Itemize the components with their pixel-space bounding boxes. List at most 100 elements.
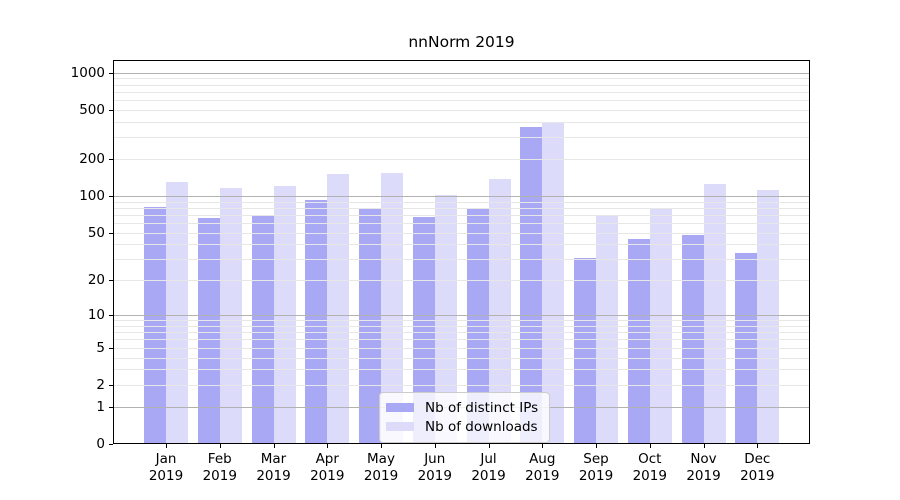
y-tick-label-50: 50 <box>87 224 105 241</box>
x-label-year: 2019 <box>578 467 614 484</box>
minor-gridline-40 <box>113 244 810 246</box>
x-label-year: 2019 <box>525 467 560 484</box>
bar-distinct-ips-mar <box>251 214 274 444</box>
minor-gridline-5 <box>113 347 810 349</box>
x-label-month: Apr <box>315 451 339 467</box>
y-tick-100 <box>109 195 113 197</box>
major-gridline-100 <box>113 195 810 197</box>
minor-gridline-90 <box>113 201 810 203</box>
y-tick-label-500: 500 <box>79 101 105 118</box>
x-label-month: Sep <box>583 451 609 467</box>
x-tick-label-mar: Mar 2019 <box>244 451 304 484</box>
y-tick-500 <box>109 109 113 111</box>
minor-gridline-80 <box>113 207 810 209</box>
minor-gridline-60 <box>113 223 810 225</box>
x-label-month: Jan <box>155 451 177 467</box>
minor-gridline-30 <box>113 259 810 261</box>
x-tick-feb <box>219 444 221 448</box>
minor-gridline-800 <box>113 84 810 86</box>
y-tick-label-10: 10 <box>87 307 105 324</box>
x-tick-label-jun: Jun 2019 <box>405 451 465 484</box>
x-tick-sep <box>596 444 597 448</box>
x-label-year: 2019 <box>417 467 452 484</box>
x-tick-label-feb: Feb 2019 <box>190 451 250 484</box>
y-tick-label-1: 1 <box>96 398 105 415</box>
chart-title: nnNorm 2019 <box>408 33 515 51</box>
x-tick-apr <box>327 444 329 448</box>
minor-gridline-9 <box>113 320 810 322</box>
legend-swatch-distinct-ips <box>386 402 414 413</box>
y-tick-200 <box>109 158 113 160</box>
minor-gridline-3 <box>113 369 810 371</box>
bar-distinct-ips-apr <box>305 199 328 444</box>
bar-distinct-ips-jun <box>412 217 435 444</box>
y-tick-2 <box>109 384 113 386</box>
minor-gridline-900 <box>113 78 810 80</box>
bar-distinct-ips-oct <box>627 239 650 444</box>
x-tick-mar <box>273 444 275 448</box>
minor-gridline-70 <box>113 214 810 216</box>
y-tick-1000 <box>109 72 113 74</box>
x-label-month: May <box>367 451 395 467</box>
minor-gridline-8 <box>113 325 810 327</box>
x-tick-jun <box>434 444 436 448</box>
x-label-month: Aug <box>529 451 556 467</box>
x-tick-label-sep: Sep 2019 <box>566 451 626 484</box>
y-tick-0 <box>109 444 113 445</box>
x-tick-label-apr: Apr 2019 <box>297 451 357 484</box>
bar-downloads-may <box>381 173 403 444</box>
legend-swatch-downloads <box>386 421 414 432</box>
minor-gridline-50 <box>113 232 810 234</box>
bar-distinct-ips-jan <box>144 207 166 444</box>
minor-gridline-20 <box>113 280 810 282</box>
x-tick-label-may: May 2019 <box>351 451 411 484</box>
x-label-month: Jun <box>424 451 446 467</box>
x-tick-nov <box>703 444 705 448</box>
y-tick-label-1000: 1000 <box>70 64 105 81</box>
x-tick-label-jul: Jul 2019 <box>459 451 519 484</box>
x-label-month: Feb <box>207 451 232 467</box>
x-tick-jan <box>166 444 167 448</box>
y-tick-50 <box>109 232 113 234</box>
legend-label-distinct-ips: Nb of distinct IPs <box>425 399 539 416</box>
x-label-year: 2019 <box>632 467 667 484</box>
minor-gridline-200 <box>113 158 810 160</box>
minor-gridline-4 <box>113 357 810 359</box>
y-tick-label-2: 2 <box>96 376 105 393</box>
y-tick-label-0: 0 <box>96 436 105 452</box>
legend-item-downloads: Nb of downloads <box>386 417 538 436</box>
x-label-year: 2019 <box>256 467 291 484</box>
x-tick-jul <box>488 444 490 448</box>
minor-gridline-500 <box>113 109 810 111</box>
x-label-year: 2019 <box>363 467 399 484</box>
bar-downloads-jun <box>434 195 457 444</box>
x-label-year: 2019 <box>310 467 345 484</box>
bar-downloads-nov <box>703 184 726 444</box>
minor-gridline-300 <box>113 137 810 139</box>
minor-gridline-2 <box>113 384 810 386</box>
bar-downloads-mar <box>273 185 296 444</box>
x-tick-aug <box>542 444 544 448</box>
y-tick-label-100: 100 <box>79 187 105 204</box>
x-tick-label-oct: Oct 2019 <box>620 451 680 484</box>
x-label-month: Mar <box>260 451 287 467</box>
minor-gridline-600 <box>113 100 810 102</box>
minor-gridline-7 <box>113 332 810 334</box>
x-tick-oct <box>649 444 651 448</box>
x-label-year: 2019 <box>148 467 184 484</box>
major-gridline-10 <box>113 315 810 317</box>
bar-distinct-ips-aug <box>520 126 543 444</box>
legend-label-downloads: Nb of downloads <box>425 418 538 435</box>
bar-downloads-sep <box>596 214 618 444</box>
bar-distinct-ips-sep <box>574 257 596 444</box>
bar-downloads-jan <box>166 182 188 444</box>
x-label-month: Dec <box>744 451 771 467</box>
minor-gridline-400 <box>113 121 810 123</box>
x-tick-label-nov: Nov 2019 <box>674 451 734 484</box>
x-tick-label-dec: Dec 2019 <box>727 451 787 484</box>
x-label-year: 2019 <box>471 467 506 484</box>
x-tick-label-aug: Aug 2019 <box>512 451 572 484</box>
y-tick-label-200: 200 <box>79 150 105 167</box>
x-label-month: Jul <box>480 451 497 467</box>
